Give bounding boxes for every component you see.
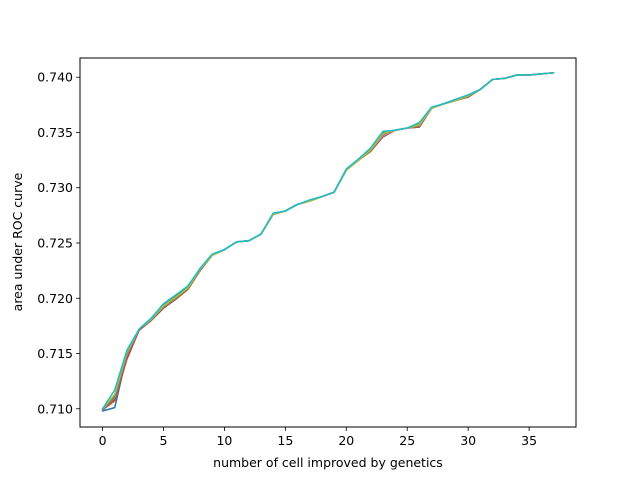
y-axis-label: area under ROC curve bbox=[10, 172, 25, 311]
y-tick-label: 0.715 bbox=[37, 346, 73, 361]
y-tick-label: 0.725 bbox=[37, 235, 73, 250]
x-tick-label: 30 bbox=[460, 433, 476, 448]
x-tick-label: 25 bbox=[399, 433, 415, 448]
x-tick-label: 35 bbox=[521, 433, 537, 448]
plot-frame bbox=[79, 57, 577, 428]
y-axis: 0.710 0.715 0.720 0.725 0.730 0.735 0.740 bbox=[37, 70, 80, 416]
x-axis: 0 5 10 15 20 25 30 35 bbox=[99, 427, 537, 448]
series-line-10 bbox=[101, 72, 555, 410]
y-tick-label: 0.740 bbox=[37, 70, 73, 85]
series-layer bbox=[101, 72, 555, 412]
y-tick-label: 0.730 bbox=[37, 180, 73, 195]
x-tick-label: 15 bbox=[277, 433, 293, 448]
y-tick-label: 0.735 bbox=[37, 125, 73, 140]
y-tick-label: 0.720 bbox=[37, 291, 73, 306]
y-tick-label: 0.710 bbox=[37, 401, 73, 416]
x-tick-label: 5 bbox=[160, 433, 168, 448]
x-tick-label: 10 bbox=[216, 433, 232, 448]
x-tick-label: 20 bbox=[338, 433, 354, 448]
x-tick-label: 0 bbox=[99, 433, 107, 448]
x-axis-label: number of cell improved by genetics bbox=[213, 455, 443, 470]
